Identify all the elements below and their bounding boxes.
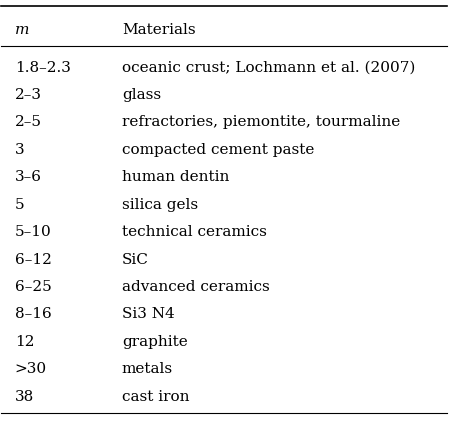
Text: 2–5: 2–5: [15, 116, 42, 129]
Text: oceanic crust; Lochmann et al. (2007): oceanic crust; Lochmann et al. (2007): [122, 60, 415, 74]
Text: 38: 38: [15, 390, 34, 404]
Text: 3: 3: [15, 143, 24, 157]
Text: 5: 5: [15, 198, 24, 212]
Text: Si3 N4: Si3 N4: [122, 308, 174, 321]
Text: 6–12: 6–12: [15, 252, 52, 266]
Text: advanced ceramics: advanced ceramics: [122, 280, 270, 294]
Text: silica gels: silica gels: [122, 198, 198, 212]
Text: refractories, piemontite, tourmaline: refractories, piemontite, tourmaline: [122, 116, 400, 129]
Text: graphite: graphite: [122, 335, 188, 349]
Text: m: m: [15, 23, 29, 37]
Text: Materials: Materials: [122, 23, 195, 37]
Text: cast iron: cast iron: [122, 390, 189, 404]
Text: glass: glass: [122, 88, 161, 102]
Text: metals: metals: [122, 363, 173, 377]
Text: technical ceramics: technical ceramics: [122, 225, 267, 239]
Text: SiC: SiC: [122, 252, 149, 266]
Text: 8–16: 8–16: [15, 308, 52, 321]
Text: >30: >30: [15, 363, 47, 377]
Text: 6–25: 6–25: [15, 280, 52, 294]
Text: 1.8–2.3: 1.8–2.3: [15, 60, 71, 74]
Text: human dentin: human dentin: [122, 170, 229, 184]
Text: 3–6: 3–6: [15, 170, 42, 184]
Text: compacted cement paste: compacted cement paste: [122, 143, 314, 157]
Text: 5–10: 5–10: [15, 225, 52, 239]
Text: 12: 12: [15, 335, 34, 349]
Text: 2–3: 2–3: [15, 88, 42, 102]
